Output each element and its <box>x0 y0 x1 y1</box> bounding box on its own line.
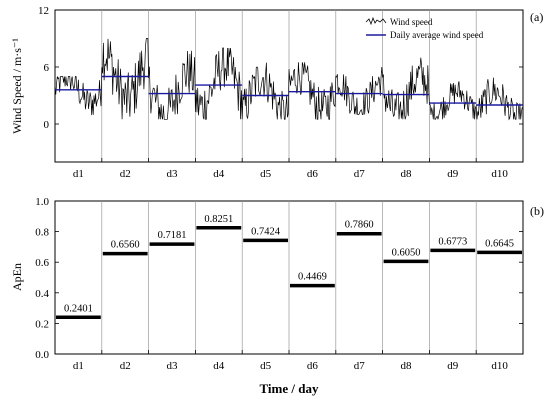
panel-a-x-tick-label: d2 <box>120 168 131 180</box>
panel-b-y-tick-label: 0.2 <box>35 318 49 330</box>
panel-a-x-tick-label: d1 <box>73 168 84 180</box>
apen-value-labels: 0.2401 0.6560 0.7181 0.8251 0.7424 0.4469 0.78… <box>64 214 514 315</box>
panel-b-x-tick-label: d10 <box>491 360 508 372</box>
panel-b-x-tick-label: d1 <box>73 360 84 372</box>
wind-speed-trace <box>54 38 523 121</box>
panel-a-day-separators <box>101 10 477 162</box>
panel-a-x-tick-label: d6 <box>307 168 319 180</box>
apen-value-label: 0.6773 <box>438 236 467 247</box>
apen-value-label: 0.6560 <box>111 240 140 251</box>
panel-b-x-tick-label: d5 <box>260 360 272 372</box>
panel-a-x-ticks: d1 d2 d3 d4 d5 d6 d7 d8 d9 d10 <box>73 158 508 180</box>
panel-b-x-tick-label: d9 <box>447 360 459 372</box>
panel-b-day-separators <box>101 201 477 354</box>
panel-a-y-ticks: 0 6 12 <box>38 5 523 131</box>
legend-daily-average-label: Daily average wind speed <box>390 30 484 40</box>
apen-value-label: 0.6645 <box>485 238 514 249</box>
apen-value-label: 0.2401 <box>64 303 93 314</box>
panel-a-x-tick-label: d5 <box>260 168 272 180</box>
panel-a-legend: Wind speed Daily average wind speed <box>365 16 484 40</box>
panel-b-y-tick-label: 0.4 <box>35 288 49 300</box>
panel-a-label: (a) <box>530 10 543 24</box>
apen-levels <box>56 226 522 320</box>
apen-value-label: 0.7860 <box>345 220 374 231</box>
daily-average-steps <box>55 75 523 106</box>
apen-value-label: 0.6050 <box>392 247 421 258</box>
panel-a-x-tick-label: d4 <box>213 168 225 180</box>
panel-a-y-tick-label: 12 <box>38 5 49 17</box>
legend-wind-speed-swatch <box>365 16 387 26</box>
panel-a-y-tick-label: 0 <box>44 119 50 131</box>
apen-value-label: 0.4469 <box>298 272 327 283</box>
panel-a-wind-speed: 0 6 12 d1 d2 d3 d4 d5 d6 d7 d8 d9 d10 Wind Speed / … <box>10 5 543 180</box>
panel-b-x-tick-label: d2 <box>120 360 131 372</box>
panel-a-x-tick-label: d3 <box>167 168 179 180</box>
panel-b-x-tick-label: d7 <box>354 360 366 372</box>
panel-b-label: (b) <box>530 204 544 218</box>
legend-wind-speed-label: Wind speed <box>390 17 433 27</box>
panel-b-y-tick-label: 1.0 <box>35 196 49 208</box>
panel-b-x-tick-label: d3 <box>167 360 179 372</box>
x-axis-label: Time / day <box>260 381 319 396</box>
panel-a-x-tick-label: d8 <box>401 168 413 180</box>
panel-b-y-tick-label: 0.6 <box>35 257 49 269</box>
panel-b-x-tick-label: d6 <box>307 360 319 372</box>
panel-b-y-tick-label: 0.8 <box>35 227 49 239</box>
apen-value-label: 0.8251 <box>204 214 233 225</box>
panel-b-y-axis-label: ApEn <box>10 263 24 291</box>
apen-value-label: 0.7424 <box>251 226 281 237</box>
panel-b-x-tick-label: d4 <box>213 360 225 372</box>
panel-a-x-tick-label: d9 <box>447 168 459 180</box>
panel-a-x-tick-label: d7 <box>354 168 366 180</box>
panel-b-y-tick-label: 0.0 <box>35 349 49 361</box>
panel-b-y-ticks: 0.0 0.2 0.4 0.6 0.8 1.0 <box>35 196 523 361</box>
panel-b-x-tick-label: d8 <box>401 360 413 372</box>
panel-b-apen: 0.2401 0.6560 0.7181 0.8251 0.7424 0.4469 0.78… <box>10 196 544 372</box>
wind-speed-line <box>54 38 523 121</box>
apen-value-label: 0.7181 <box>158 230 187 241</box>
panel-b-x-ticks: d1 d2 d3 d4 d5 d6 d7 d8 d9 d10 <box>73 350 508 372</box>
panel-a-y-axis-label: Wind Speed / m·s⁻¹ <box>10 38 24 134</box>
panel-a-y-tick-label: 6 <box>44 62 50 74</box>
panel-a-x-tick-label: d10 <box>491 168 508 180</box>
